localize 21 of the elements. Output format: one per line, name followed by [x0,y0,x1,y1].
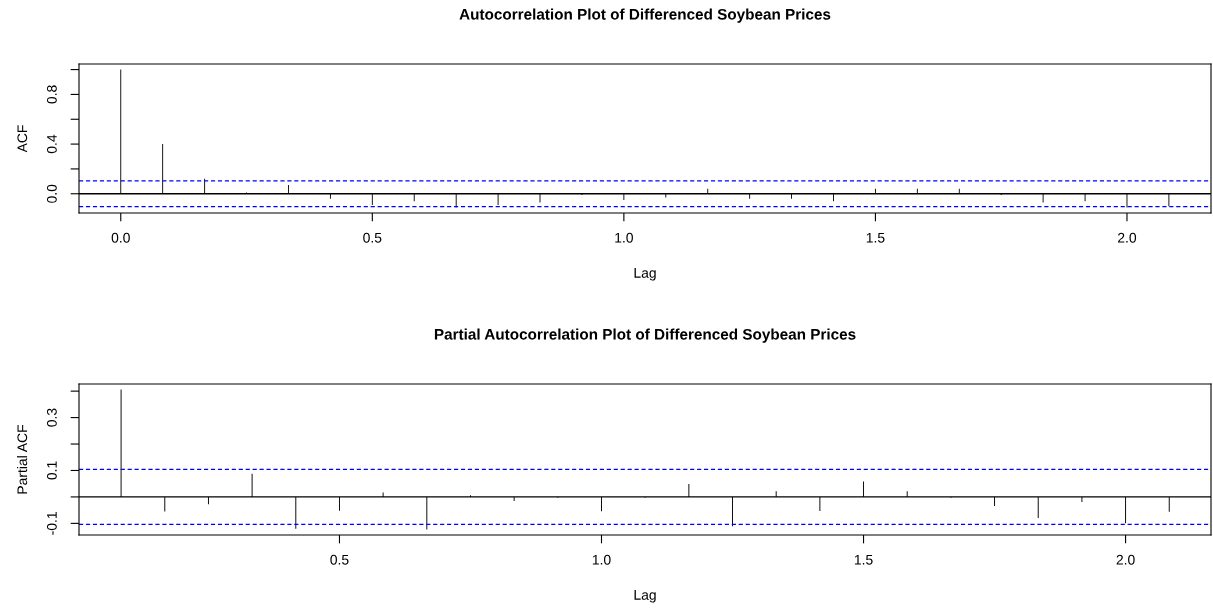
x-tick-label: 2.0 [1118,232,1137,243]
x-tick-label: 1.0 [615,232,633,243]
y-tick-label: 0.1 [46,461,57,480]
x-tick-label: 1.5 [854,554,873,565]
y-tick-label: 0.4 [46,134,57,154]
x-tick-label: 1.0 [592,554,611,565]
y-tick-label: 0.0 [46,184,57,203]
x-tick-label: 0.5 [363,232,382,243]
chart-title: Partial Autocorrelation Plot of Differenced Soybean Prices [434,328,856,343]
x-tick-label: 2.0 [1116,554,1135,565]
y-axis-title: Partial ACF [16,424,28,494]
y-axis-title: ACF [17,125,28,153]
chart-title: Autocorrelation Plot of Differenced Soybean Prices [459,8,831,23]
x-axis-title: Lag [634,590,656,603]
y-tick-label: -0.1 [46,512,57,535]
x-axis-title: Lag [634,268,656,281]
y-tick-label: 0.8 [46,85,57,104]
x-tick-label: 0.5 [330,554,349,565]
y-tick-label: 0.3 [46,408,57,427]
x-tick-label: 0.0 [111,232,130,243]
x-tick-label: 1.5 [866,232,885,243]
